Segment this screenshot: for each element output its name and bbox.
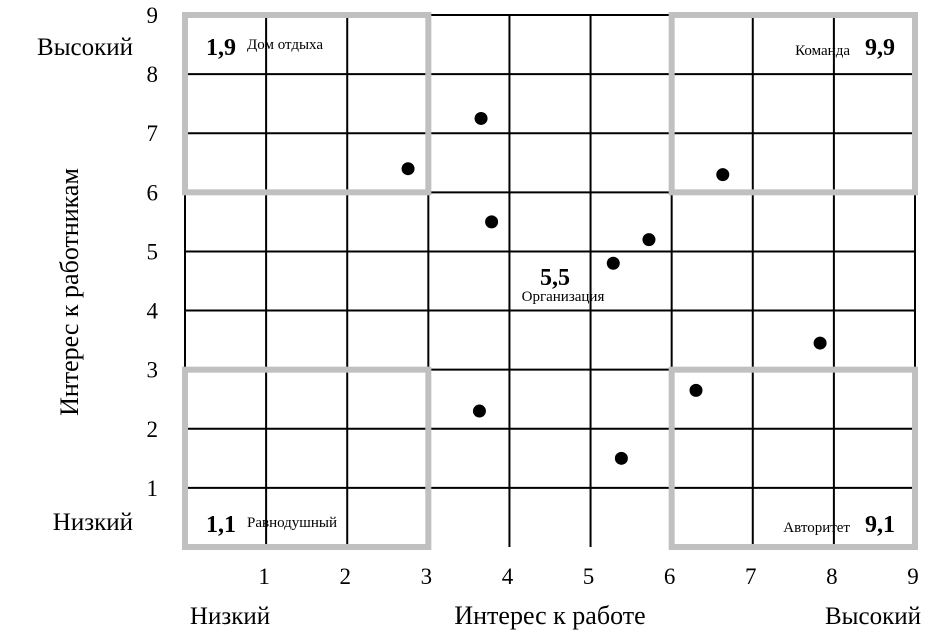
x-tick-label: 7 (745, 564, 757, 589)
data-point-9 (614, 451, 628, 465)
data-point-7 (689, 383, 703, 397)
y-tick-label: 6 (147, 180, 159, 205)
x-tick-label: 9 (907, 564, 919, 589)
zone-code-2: 1,1 (206, 512, 236, 538)
y-tick-label: 5 (147, 239, 159, 264)
zone-frame-2 (182, 366, 432, 550)
x-tick-label: 5 (583, 564, 595, 589)
x-tick-label: 2 (339, 564, 351, 589)
x-tick-label: 6 (664, 564, 676, 589)
zone-name-1: Команда (795, 43, 850, 59)
zone-frame-1 (668, 12, 919, 196)
data-point-3 (606, 256, 620, 270)
zone-frame-3 (668, 366, 919, 550)
y-axis-title: Интерес к работникам (55, 168, 84, 416)
zone-name-0: Дом отдыха (247, 37, 323, 53)
y-tick-label: 1 (147, 476, 159, 501)
y-high-label: Высокий (37, 34, 133, 61)
data-point-8 (472, 404, 486, 418)
x-tick-label: 3 (421, 564, 433, 589)
data-point-4 (642, 233, 656, 247)
zone-name-3: Авторитет (783, 520, 850, 536)
zone-code-3: 9,1 (865, 512, 895, 538)
zone-code-0: 1,9 (206, 35, 236, 61)
x-tick-label: 1 (258, 564, 270, 589)
y-low-label: Низкий (53, 509, 133, 536)
zone-code-4: 5,5 (540, 265, 570, 291)
data-point-1 (474, 111, 488, 125)
zone-frames (182, 12, 919, 550)
x-tick-label: 8 (826, 564, 838, 589)
tick-labels: 1 2 3 4 5 6 7 8 9 1 2 3 4 5 6 7 8 9 (147, 3, 919, 589)
y-tick-label: 7 (147, 121, 159, 146)
zone-name-4: Организация (522, 289, 605, 305)
x-low-label: Низкий (190, 603, 270, 630)
data-point-6 (813, 336, 827, 350)
data-point-2 (485, 215, 499, 229)
data-point-5 (716, 168, 730, 182)
y-tick-label: 8 (147, 62, 159, 87)
x-high-label: Высокий (825, 603, 921, 630)
y-tick-label: 4 (147, 299, 159, 324)
data-points (401, 111, 827, 465)
y-tick-label: 9 (147, 3, 159, 28)
zone-name-2: Равнодушный (247, 515, 337, 531)
data-point-0 (401, 162, 415, 176)
x-tick-label: 4 (502, 564, 514, 589)
y-tick-label: 2 (147, 417, 159, 442)
x-axis-title: Интерес к работе (454, 601, 645, 630)
zone-code-1: 9,9 (865, 35, 895, 61)
zone-frame-0 (182, 12, 432, 196)
zone-labels: 1,9 Дом отдыха 9,9 Команда 1,1 Равнодушный 9,1… (206, 35, 895, 538)
y-tick-label: 3 (147, 358, 159, 383)
